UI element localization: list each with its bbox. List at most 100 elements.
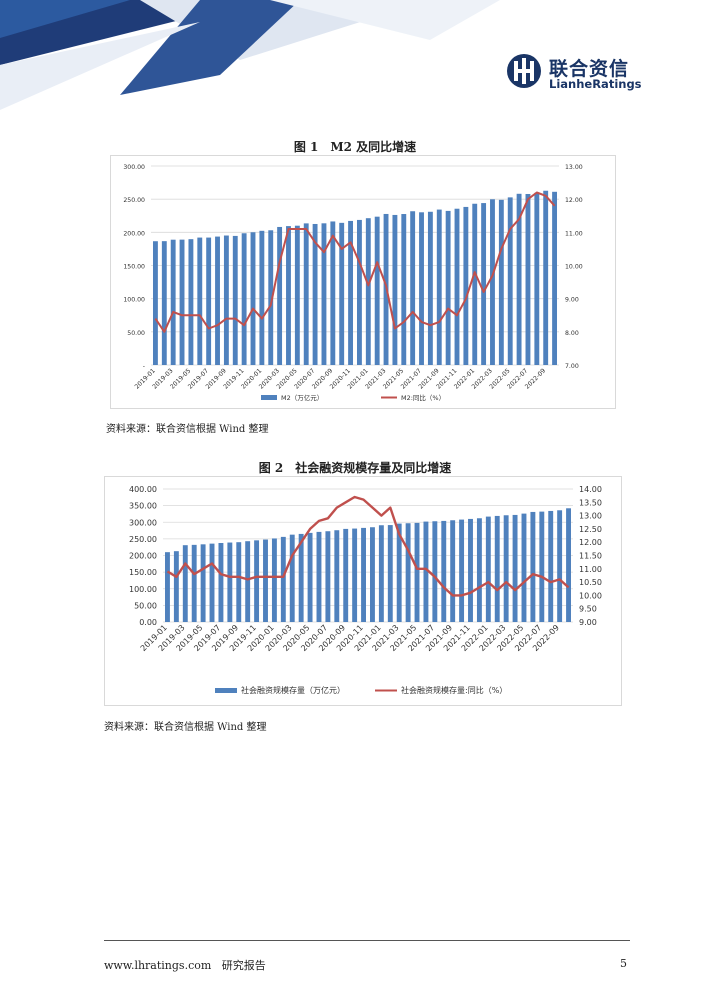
- y-left-tick-label: 200.00: [123, 230, 145, 237]
- bar: [241, 233, 247, 365]
- bar: [552, 191, 558, 365]
- header-banner: [0, 0, 500, 110]
- banner-shape-pale: [0, 22, 200, 110]
- y-right-tick-label: 12.00: [579, 538, 602, 547]
- banner-shape-stripe: [120, 0, 300, 95]
- y-left-tick-label: 50.00: [134, 601, 157, 610]
- y-right-tick-label: 13.00: [579, 512, 602, 521]
- y-right-tick-label: 11.50: [579, 552, 602, 561]
- bar: [472, 203, 478, 365]
- bar: [307, 532, 313, 622]
- bar: [387, 525, 393, 622]
- figure2-chart: 400.00 350.00 300.00 250.00 200.00 150.00 100.…: [129, 485, 602, 695]
- bar: [476, 518, 482, 622]
- y-left-tick-label: 300.00: [123, 164, 145, 171]
- footer-divider: [104, 940, 630, 941]
- y-right-tick-label: 14.00: [579, 485, 602, 494]
- bar: [280, 536, 286, 622]
- legend-line-label: 社会融资规模存量:同比（%）: [401, 685, 507, 695]
- bar: [507, 197, 513, 365]
- bar: [286, 226, 291, 365]
- footer-text: www.lhratings.com 研究报告: [104, 957, 266, 973]
- bar: [410, 211, 416, 365]
- bar: [348, 220, 354, 365]
- bar: [543, 190, 549, 365]
- bar: [392, 214, 398, 365]
- y-right-tick-label: 13.00: [565, 164, 583, 171]
- bar: [232, 235, 238, 365]
- bar: [197, 237, 203, 365]
- bar: [419, 212, 424, 365]
- bar: [374, 216, 380, 365]
- figure1-source: 资料来源：联合资信根据 Wind 整理: [106, 424, 269, 435]
- bar: [534, 192, 540, 365]
- bar: [206, 237, 212, 365]
- bar: [343, 528, 349, 622]
- y-left-tick-label: 150.00: [123, 264, 145, 271]
- bar: [494, 515, 500, 622]
- bar: [445, 210, 451, 365]
- legend-bar-swatch: [215, 688, 237, 693]
- bar: [441, 520, 447, 622]
- logo-text-cn: 联合资信: [549, 58, 630, 80]
- bar: [539, 511, 545, 622]
- bar: [339, 222, 345, 365]
- bar: [450, 520, 456, 622]
- bar: [423, 521, 429, 622]
- legend-bar-label: 社会融资规模存量（万亿元）: [241, 685, 345, 695]
- y-right-tick-label: 9.50: [579, 605, 597, 614]
- bar: [401, 214, 407, 365]
- y-right-tick-label: 13.50: [579, 498, 602, 507]
- bar: [459, 519, 465, 622]
- bar: [566, 508, 571, 622]
- bar: [512, 514, 518, 622]
- y-left-tick-label: 300.00: [129, 518, 157, 527]
- bar: [188, 239, 194, 365]
- bar: [557, 510, 563, 622]
- figure1-caption: 图 1 M2 及同比增速: [293, 140, 417, 154]
- bar: [271, 538, 277, 622]
- bar: [468, 518, 473, 622]
- bar: [427, 211, 433, 365]
- y-left-tick-label: 350.00: [129, 502, 157, 511]
- bar: [200, 544, 206, 622]
- bar: [365, 218, 371, 365]
- bar: [356, 219, 362, 365]
- bar: [334, 530, 340, 622]
- bar: [361, 527, 366, 622]
- bar: [378, 525, 384, 622]
- bar: [414, 522, 420, 622]
- line-series: [166, 495, 570, 597]
- banner-shape-pale-2: [270, 0, 500, 40]
- figure2-source: 资料来源：联合资信根据 Wind 整理: [104, 722, 267, 733]
- bar: [165, 552, 170, 622]
- logo-text-en: LianheRatings: [549, 77, 642, 91]
- bar: [530, 511, 536, 622]
- bar: [432, 521, 438, 622]
- bar: [490, 199, 495, 365]
- y-left-tick-label: 150.00: [129, 568, 157, 577]
- y-left-tick-label: 100.00: [123, 297, 145, 304]
- bar: [303, 223, 309, 365]
- bar: [236, 542, 242, 622]
- bar: [481, 203, 487, 365]
- logo-mark-icon: [507, 54, 541, 88]
- bar: [152, 241, 158, 365]
- bar: [312, 223, 318, 365]
- y-left-tick-label: -: [143, 363, 145, 370]
- footer-doc-type: 研究报告: [221, 959, 266, 972]
- figure1-chart: 300.00 250.00 200.00 150.00 100.00 50.00 - 13.0…: [123, 164, 583, 402]
- y-right-tick-label: 10.50: [579, 578, 602, 587]
- y-right-tick-label: 10.00: [579, 591, 602, 600]
- bar: [352, 528, 358, 622]
- bar: [245, 541, 251, 622]
- bar: [521, 513, 527, 622]
- bar: [170, 239, 176, 365]
- y-right-tick-label: 8.00: [565, 330, 579, 337]
- bar: [227, 542, 233, 622]
- bar: [268, 230, 274, 365]
- bar: [215, 236, 220, 365]
- y-right-tick-label: 7.00: [565, 363, 579, 370]
- bar: [223, 235, 229, 365]
- footer-url[interactable]: www.lhratings.com: [104, 959, 212, 972]
